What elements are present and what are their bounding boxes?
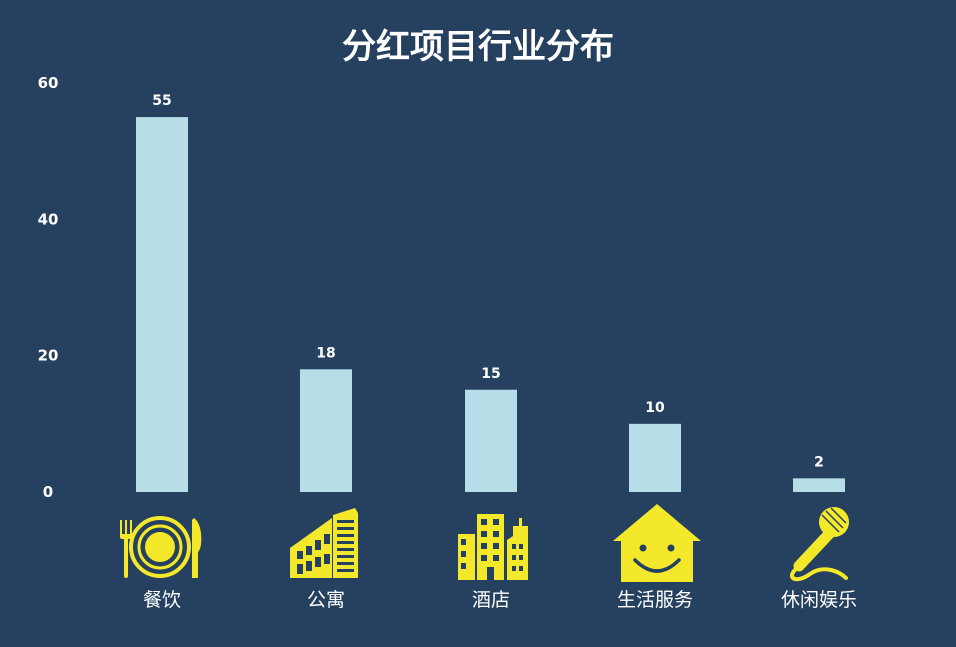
x-tick-label: 生活服务 [617,589,693,611]
data-labels: 55 18 15 10 2 [152,93,824,470]
bar-2 [300,369,352,492]
x-axis-labels: 餐饮 公寓 酒店 生活服务 休闲娱乐 [143,589,857,611]
y-tick-label: 0 [43,483,53,501]
chart-title: 分红项目行业分布 [342,27,614,67]
y-tick-label: 40 [38,210,59,228]
microphone-icon [790,507,849,582]
data-label: 55 [152,93,171,109]
x-tick-label: 休闲娱乐 [781,589,857,611]
x-tick-label: 餐饮 [143,589,181,611]
data-label: 2 [814,454,824,470]
bars [136,117,845,492]
bar-5 [793,478,845,492]
category-icons [120,504,849,582]
data-label: 10 [645,400,665,416]
bar-3 [465,389,517,492]
data-label: 18 [316,345,335,361]
hotel-buildings-icon [458,514,528,580]
x-tick-label: 公寓 [307,589,345,611]
y-tick-label: 20 [38,347,59,365]
data-label: 15 [481,366,500,382]
y-tick-label: 60 [38,74,59,92]
smiling-house-icon [613,504,701,582]
bar-1 [136,117,188,492]
bar-4 [629,423,681,492]
x-tick-label: 酒店 [472,589,510,611]
dining-plate-icon [120,516,202,578]
apartment-building-icon [290,508,358,578]
y-axis: 0 20 40 60 [38,74,59,501]
